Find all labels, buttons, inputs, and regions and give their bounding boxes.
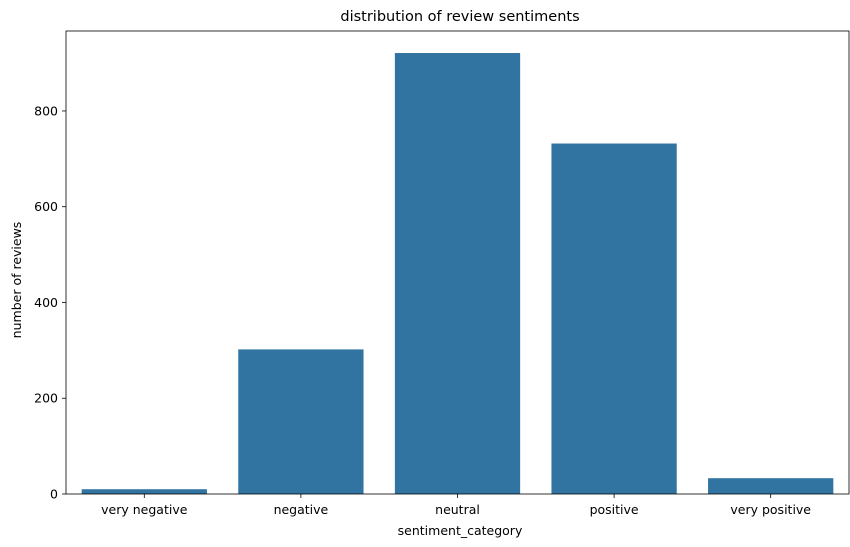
y-axis-ticks: 0 200 400 600 800	[34, 103, 66, 502]
plot-frame	[65, 30, 850, 495]
x-tick-label: negative	[274, 502, 329, 517]
x-tick-label: neutral	[435, 502, 480, 517]
x-axis-ticks: very negative negative neutral positive very…	[101, 494, 811, 517]
x-tick-label: positive	[590, 502, 639, 517]
bar-neutral	[394, 53, 521, 495]
y-tick-label: 400	[34, 295, 58, 310]
bars-group	[81, 53, 834, 495]
y-tick-label: 0	[50, 487, 58, 502]
y-tick-label: 600	[34, 199, 58, 214]
bar-positive	[551, 143, 677, 494]
bar-negative	[238, 349, 364, 494]
x-axis-label: sentiment_category	[398, 523, 523, 538]
y-axis-label: number of reviews	[9, 222, 24, 339]
y-tick-label: 200	[34, 391, 58, 406]
bar-very-negative	[81, 489, 207, 494]
x-tick-label: very negative	[101, 502, 188, 517]
bar-very-positive	[708, 478, 834, 494]
x-tick-label: very positive	[730, 502, 811, 517]
y-tick-label: 800	[34, 103, 58, 118]
chart-title: distribution of review sentiments	[340, 9, 579, 25]
